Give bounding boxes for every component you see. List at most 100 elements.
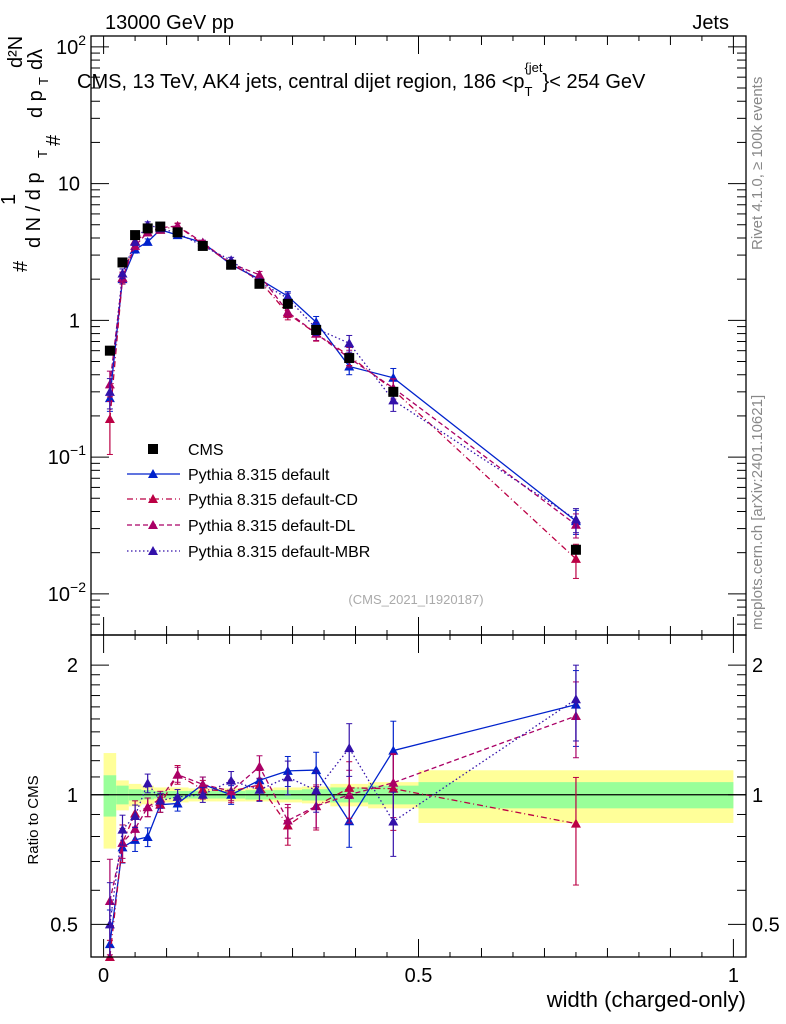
x-tick-label: 0.5 xyxy=(405,965,433,987)
legend-marker xyxy=(148,494,158,503)
y-tick-label-exponent: −1 xyxy=(70,442,86,458)
ratio-marker xyxy=(226,775,237,785)
ratio-marker xyxy=(570,818,581,828)
ratio-marker xyxy=(254,784,265,794)
y-tick-label-base: 10 xyxy=(56,37,78,59)
data-point xyxy=(226,259,237,270)
series-line-0 xyxy=(109,228,577,522)
legend-label: Pythia 8.315 default xyxy=(188,467,330,484)
legend-label: Pythia 8.315 default-CD xyxy=(188,492,358,509)
y-tick-label-lower: 2 xyxy=(67,655,78,677)
x-tick-label: 1 xyxy=(728,965,739,987)
ratio-marker xyxy=(344,789,355,799)
y-axis-label-upper: # 1 d N / d p T # d²N d p T dλ xyxy=(0,36,65,272)
upper-panel-marks xyxy=(104,219,581,579)
series-marker xyxy=(570,553,581,563)
y-tick-label-lower-right: 0.5 xyxy=(752,914,780,936)
y-axis-label-lower: Ratio to CMS xyxy=(25,775,42,864)
ratio-line-2 xyxy=(109,715,577,902)
y-tick-label-base: 10 xyxy=(48,447,70,469)
lower-panel-marks xyxy=(104,664,581,961)
ratio-marker xyxy=(142,832,153,842)
ratio-line-3 xyxy=(109,698,577,925)
data-point xyxy=(311,324,322,335)
data-point xyxy=(282,298,293,309)
header-left: 13000 GeV pp xyxy=(105,12,234,34)
data-point xyxy=(344,353,355,364)
y-tick-label-base: 10 xyxy=(48,584,70,606)
legend: CMS Pythia 8.315 default Pythia 8.315 defa… xyxy=(127,442,370,561)
ratio-marker xyxy=(388,745,399,755)
ratio-marker xyxy=(388,816,399,826)
series-marker xyxy=(142,236,153,246)
ratio-marker xyxy=(104,919,115,929)
ratio-line-0 xyxy=(109,704,577,945)
ratio-marker xyxy=(311,785,322,795)
y-tick-label-exponent: −2 xyxy=(70,579,86,595)
ratio-marker xyxy=(155,795,166,805)
series-marker xyxy=(130,236,141,246)
header-right: Jets xyxy=(692,12,729,34)
stat-uncertainty-band xyxy=(103,775,117,817)
series-marker xyxy=(570,514,581,524)
data-point xyxy=(104,345,115,356)
ratio-marker xyxy=(388,777,399,787)
analysis-label: (CMS_2021_I1920187) xyxy=(348,592,483,607)
ylabel-dn-dpt: d N / d p xyxy=(23,172,45,248)
y-tick-label-lower-right: 2 xyxy=(752,655,763,677)
legend-label: CMS xyxy=(188,442,224,459)
y-tick-label-upper: 10 xyxy=(58,174,80,196)
series-marker xyxy=(104,413,115,423)
y-tick-label-lower-right: 1 xyxy=(752,785,763,807)
ylabel-t-1: T xyxy=(35,150,50,158)
data-point xyxy=(117,257,128,268)
ratio-marker xyxy=(172,791,183,801)
ratio-marker xyxy=(172,769,183,779)
y-tick-label-base: 10 xyxy=(58,174,80,196)
ratio-marker xyxy=(344,743,355,753)
ratio-marker xyxy=(282,772,293,782)
y-tick-label-upper: 10−1 xyxy=(48,442,86,469)
data-point xyxy=(142,223,153,234)
series-line-2 xyxy=(109,225,577,526)
rivet-version-label: Rivet 4.1.0, ≥ 100k events xyxy=(749,77,766,250)
mcplots-label: mcplots.cern.ch [arXiv:2401.10621] xyxy=(749,395,766,630)
x-tick-label: 0 xyxy=(98,965,109,987)
y-tick-label-upper: 10−2 xyxy=(48,579,86,606)
ratio-line-1 xyxy=(109,773,577,958)
series-marker xyxy=(311,317,322,327)
ratio-marker xyxy=(197,789,208,799)
y-tick-label-base: 1 xyxy=(69,310,80,332)
ratio-marker xyxy=(570,694,581,704)
ratio-marker xyxy=(130,823,141,833)
ylabel-hash-2: # xyxy=(43,134,65,146)
ylabel-dpt: d p xyxy=(25,90,47,118)
ratio-marker xyxy=(197,779,208,789)
y-tick-label-exponent: 2 xyxy=(78,32,86,48)
ylabel-d2n: d²N xyxy=(5,36,27,68)
x-axis-label: width (charged-only) xyxy=(546,987,746,1012)
series-marker xyxy=(117,268,128,278)
series-marker xyxy=(282,307,293,317)
series-marker xyxy=(388,395,399,405)
legend-label: Pythia 8.315 default-MBR xyxy=(188,544,370,561)
ratio-marker xyxy=(130,810,141,820)
ratio-marker xyxy=(142,778,153,788)
data-point xyxy=(197,240,208,251)
ratio-marker xyxy=(282,815,293,825)
ratio-marker xyxy=(254,761,265,771)
legend-marker-data xyxy=(148,444,158,454)
ylabel-one: 1 xyxy=(0,194,20,205)
chart-title-tail: }< 254 GeV xyxy=(543,71,647,93)
legend-marker xyxy=(148,520,158,529)
ratio-uncertainty-bands xyxy=(91,753,746,849)
series-marker xyxy=(104,386,115,396)
ratio-marker xyxy=(142,802,153,812)
chart-title: CMS, 13 TeV, AK4 jets, central dijet reg… xyxy=(77,60,646,99)
data-point xyxy=(172,227,183,238)
series-marker xyxy=(344,338,355,348)
y-tick-label-lower: 0.5 xyxy=(50,914,78,936)
ylabel-dlambda: dλ xyxy=(25,49,47,70)
chart-title-main: CMS, 13 TeV, AK4 jets, central dijet reg… xyxy=(77,71,525,93)
